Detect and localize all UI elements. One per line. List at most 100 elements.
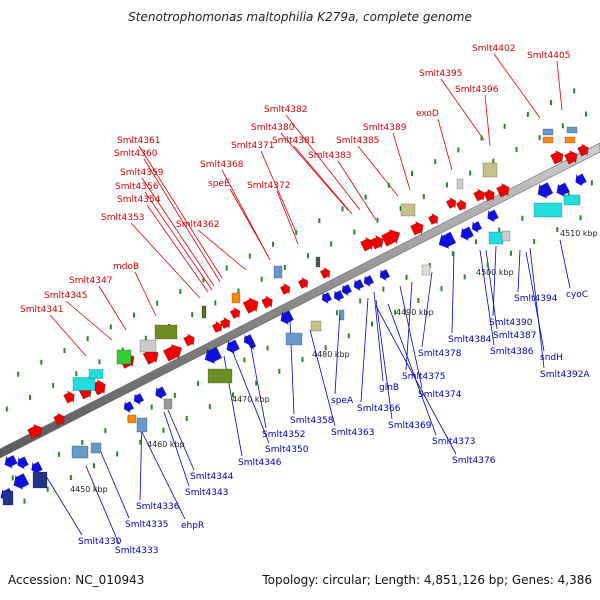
reverse-gene-arrow [204,346,223,365]
gene-label-smlt4386: Smlt4386 [490,347,534,357]
gene-label-mdob: mdoB [113,262,139,272]
leader-line [134,271,157,317]
kbp-scale-label-4450-kbp: 4450 kbp [70,485,108,494]
feature-box [231,292,241,304]
feature-box [482,162,498,178]
reverse-gene-arrow [537,182,554,200]
gene-label-smlt4358: Smlt4358 [290,416,334,426]
feature-box [488,231,504,245]
gene-label-smlt4387: Smlt4387 [493,331,536,341]
gene-label-smlt4402: Smlt4402 [472,44,515,54]
gene-label-smlt4389: Smlt4389 [363,123,407,133]
feature-box [207,368,233,384]
gene-label-smlt4353: Smlt4353 [101,213,144,223]
forward-gene-arrow [229,306,241,320]
leader-line [276,190,299,245]
feature-box [400,203,416,217]
reverse-gene-arrow [248,340,257,351]
leader-line [437,118,453,171]
forward-gene-arrow [380,228,401,247]
gene-label-smlt4372: Smlt4372 [247,181,290,191]
gene-label-smlt4381: Smlt4381 [272,136,315,146]
kbp-scale-label-4460-kbp: 4460 kbp [147,440,185,449]
leader-line [309,329,336,427]
gene-label-smlt4350: Smlt4350 [265,445,309,455]
leader-line [440,78,485,141]
gene-label-smlt4375: Smlt4375 [402,372,445,382]
feature-box [71,445,89,459]
feature-box [285,332,303,346]
feature-box [310,320,322,332]
gene-label-smlt4378: Smlt4378 [418,349,462,359]
gene-label-smlt4333: Smlt4333 [115,546,158,556]
gene-label-smlt4362: Smlt4362 [176,220,219,230]
track-tick-marks [5,88,593,504]
genome-summary-text: Topology: circular; Length: 4,851,126 bp… [262,573,592,587]
forward-gene-arrow [211,320,223,334]
forward-gene-arrow [63,390,75,404]
gene-label-smlt4395: Smlt4395 [419,69,462,79]
gene-label-smlt4361: Smlt4361 [117,136,160,146]
reverse-gene-arrow [471,220,483,234]
feature-box [136,417,148,433]
leader-line [421,271,433,348]
gene-label-smlt4347: Smlt4347 [69,276,112,286]
leader-line [143,158,221,283]
leader-line [137,423,186,520]
genome-backbone [0,142,600,459]
leader-line [231,349,270,444]
reverse-gene-arrow [280,310,295,326]
feature-box [2,490,14,506]
leader-line [280,132,349,211]
reverse-gene-arrow [155,386,167,400]
gene-label-smlt4385: Smlt4385 [336,136,379,146]
forward-gene-arrow [297,276,309,290]
leader-line [484,94,491,147]
gene-label-cyoc: cyoC [566,290,588,300]
forward-gene-arrow [279,282,291,296]
leader-line [49,314,87,357]
gene-label-smlt4359: Smlt4359 [120,168,164,178]
gene-label-smlt4363: Smlt4363 [331,428,374,438]
gene-label-smlt4390: Smlt4390 [489,318,533,328]
gene-label-ehpr: ehpR [181,521,204,531]
leader-line [167,409,195,471]
gene-label-smlt4360: Smlt4360 [114,149,158,159]
forward-gene-arrow [409,220,424,236]
leader-line [197,229,247,271]
feature-box [542,128,554,136]
leader-line [556,60,563,111]
leader-line [357,145,399,197]
gene-label-smlt4371: Smlt4371 [231,141,274,151]
reverse-gene-arrow [123,400,135,414]
gene-label-smlt4373: Smlt4373 [432,437,475,447]
leader-line [451,251,455,334]
gene-label-smlt4344: Smlt4344 [190,472,234,482]
feature-box [163,398,173,410]
reverse-gene-arrow [17,456,29,470]
feature-box [501,230,511,242]
leader-line [138,145,223,279]
leader-line [85,465,120,545]
reverse-gene-arrow [438,231,457,250]
leader-line [139,419,143,501]
feature-box [201,305,207,319]
leader-line [249,341,267,429]
feature-box [542,136,554,144]
kbp-scale-label-4510-kbp: 4510 kbp [560,229,598,238]
gene-label-smlt4368: Smlt4368 [200,160,244,170]
leader-line [529,247,545,369]
feature-box [273,265,283,279]
kbp-scale-label-4490-kbp: 4490 kbp [396,308,434,317]
forward-gene-arrow [53,412,65,426]
gene-label-smlt4405: Smlt4405 [527,51,570,61]
feature-box [564,136,576,144]
leader-line [144,191,213,291]
leader-line [146,204,209,293]
feature-box [116,349,132,365]
forward-gene-arrow [563,149,578,165]
leader-line [285,114,361,211]
gene-label-smlt4346: Smlt4346 [238,458,282,468]
feature-box [154,324,178,340]
leader-line [517,249,521,293]
